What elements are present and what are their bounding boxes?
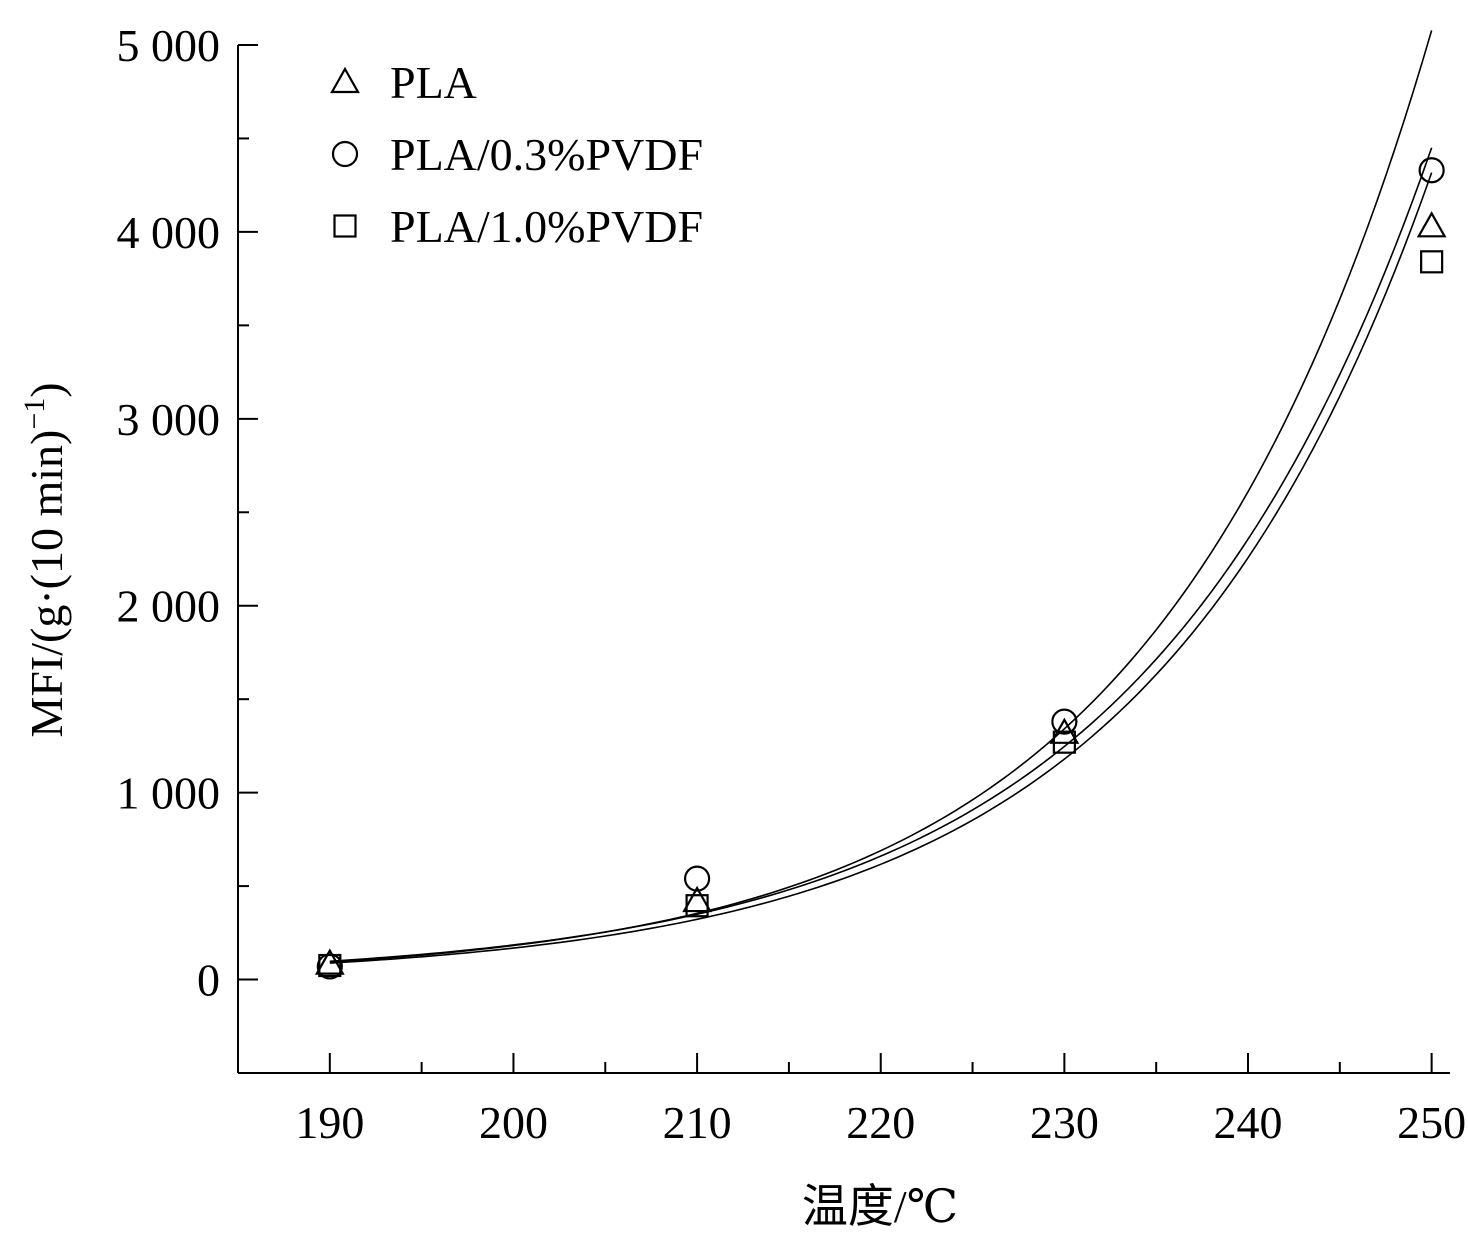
legend-marker	[330, 66, 360, 94]
y-axis-title: MFI/(g·(10 min)−1)	[18, 382, 72, 737]
y-tick-label: 5 000	[117, 20, 221, 71]
data-point	[1052, 730, 1076, 754]
x-tick-label: 210	[663, 1097, 732, 1148]
y-tick-label: 3 000	[117, 394, 221, 445]
x-tick-label: 250	[1397, 1097, 1466, 1148]
y-tick-label: 4 000	[117, 207, 221, 258]
data-point	[682, 885, 712, 913]
data-point	[683, 865, 711, 892]
x-tick-label: 240	[1214, 1097, 1283, 1148]
legend-marker	[331, 140, 359, 168]
legend-label: PLA/0.3%PVDF	[390, 129, 703, 180]
x-tick-label: 230	[1030, 1097, 1099, 1148]
fit-curve-PLA	[329, 147, 1433, 963]
legend-label: PLA/1.0%PVDF	[390, 201, 703, 252]
y-axis-title-main: MFI/(g·(10 min)	[21, 430, 72, 738]
data-point	[1051, 708, 1078, 735]
x-axis-title: 温度/℃	[802, 1181, 958, 1232]
data-point	[685, 894, 709, 918]
legend-label: PLA	[390, 57, 477, 108]
data-point	[1416, 211, 1447, 238]
fit-curve-PLA/1.0%PVDF	[329, 172, 1433, 964]
y-axis-title-superscript: −1	[18, 398, 51, 430]
y-tick-label: 2 000	[117, 581, 221, 632]
data-point	[314, 948, 345, 975]
data-point	[1420, 250, 1444, 274]
data-point	[1418, 157, 1445, 184]
fit-curve-PLA/0.3%PVDF	[329, 30, 1433, 963]
axes: 190 200 210 220 230 240 250 0 1 000 2 000 3 000 4 0…	[117, 20, 1467, 1148]
x-tick-label: 200	[479, 1097, 548, 1148]
legend-marker	[333, 214, 357, 238]
x-tick-label: 190	[295, 1097, 364, 1148]
data-point	[318, 953, 342, 978]
fit-curves	[329, 30, 1433, 964]
y-tick-label: 1 000	[117, 768, 221, 819]
legend: PLA PLA/0.3%PVDF PLA/1.0%PVDF	[330, 57, 703, 252]
data-markers	[314, 157, 1447, 980]
y-axis-title-tail: )	[21, 382, 72, 397]
x-tick-label: 220	[846, 1097, 915, 1148]
y-tick-label: 0	[197, 955, 220, 1006]
